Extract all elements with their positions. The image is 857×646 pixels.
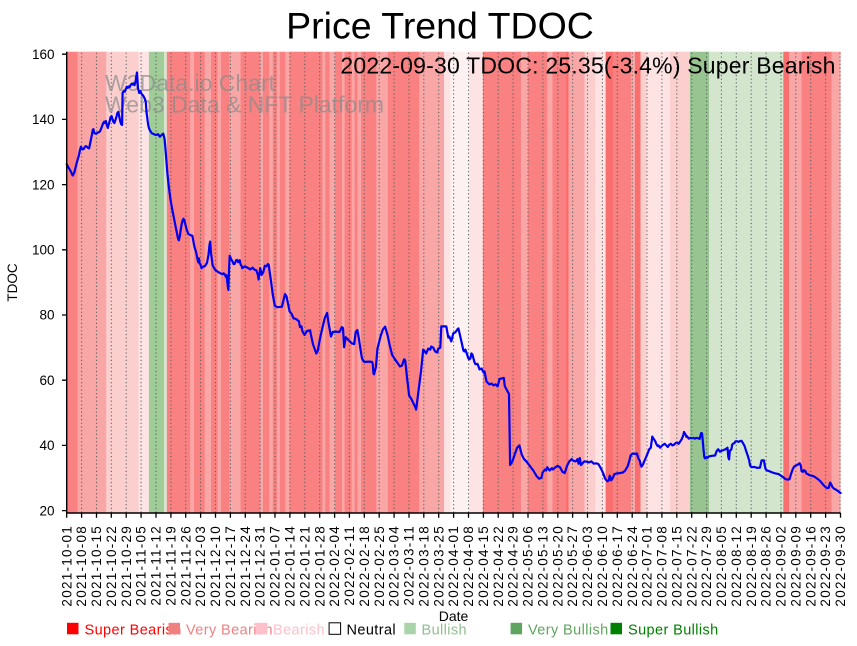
- svg-text:2021-10-15: 2021-10-15: [89, 525, 104, 607]
- svg-text:2022-03-04: 2022-03-04: [387, 525, 402, 607]
- svg-text:Super Bullish: Super Bullish: [628, 623, 719, 639]
- svg-text:2022-06-10: 2022-06-10: [595, 525, 610, 607]
- svg-text:2022-08-19: 2022-08-19: [744, 525, 759, 607]
- svg-text:Neutral: Neutral: [347, 623, 397, 639]
- svg-text:2022-06-03: 2022-06-03: [580, 525, 595, 607]
- svg-text:2022-07-15: 2022-07-15: [669, 525, 684, 607]
- svg-text:2021-10-29: 2021-10-29: [119, 525, 134, 607]
- svg-text:TDOC: TDOC: [5, 263, 20, 301]
- svg-text:2022-05-27: 2022-05-27: [565, 525, 580, 607]
- svg-text:2022-08-26: 2022-08-26: [759, 525, 774, 607]
- svg-text:2021-10-08: 2021-10-08: [74, 525, 89, 607]
- svg-text:2022-02-11: 2022-02-11: [342, 525, 357, 606]
- svg-text:Bearish: Bearish: [273, 623, 325, 639]
- svg-text:2022-04-08: 2022-04-08: [461, 525, 476, 607]
- svg-text:2021-12-17: 2021-12-17: [223, 525, 238, 607]
- svg-text:Bullish: Bullish: [422, 623, 468, 639]
- svg-text:2022-01-28: 2022-01-28: [312, 525, 327, 607]
- svg-text:Web3 Data & NFT Platform: Web3 Data & NFT Platform: [105, 92, 384, 118]
- svg-text:2022-05-13: 2022-05-13: [536, 525, 551, 607]
- svg-text:2022-09-30: 2022-09-30: [833, 525, 848, 607]
- svg-text:80: 80: [39, 308, 54, 323]
- svg-text:2021-10-01: 2021-10-01: [59, 525, 74, 607]
- svg-text:2022-04-29: 2022-04-29: [506, 525, 521, 607]
- svg-text:2022-08-05: 2022-08-05: [714, 525, 729, 607]
- svg-text:2022-09-23: 2022-09-23: [818, 525, 833, 607]
- svg-text:2022-03-18: 2022-03-18: [416, 525, 431, 607]
- svg-text:2022-08-12: 2022-08-12: [729, 525, 744, 607]
- svg-text:2021-11-05: 2021-11-05: [134, 525, 149, 606]
- svg-text:2022-01-07: 2022-01-07: [268, 525, 283, 607]
- svg-text:Date: Date: [439, 608, 469, 624]
- svg-text:2022-04-01: 2022-04-01: [446, 525, 461, 607]
- svg-text:2022-04-15: 2022-04-15: [476, 525, 491, 607]
- svg-text:160: 160: [32, 47, 55, 62]
- svg-text:2022-02-18: 2022-02-18: [357, 525, 372, 607]
- svg-text:120: 120: [32, 177, 55, 192]
- svg-text:2021-12-03: 2021-12-03: [193, 525, 208, 607]
- svg-text:2022-06-17: 2022-06-17: [610, 525, 625, 607]
- svg-text:2022-01-21: 2022-01-21: [297, 525, 312, 607]
- svg-text:2022-05-20: 2022-05-20: [550, 525, 565, 607]
- svg-text:2021-12-10: 2021-12-10: [208, 525, 223, 607]
- svg-text:2022-09-30 TDOC: 25.35(-3.4%): 2022-09-30 TDOC: 25.35(-3.4%) Super Bear…: [340, 53, 835, 79]
- svg-text:140: 140: [32, 112, 55, 127]
- svg-text:Very Bullish: Very Bullish: [528, 623, 609, 639]
- svg-text:2021-12-24: 2021-12-24: [238, 525, 253, 607]
- svg-text:2022-03-11: 2022-03-11: [402, 525, 417, 606]
- svg-text:Price Trend TDOC: Price Trend TDOC: [286, 4, 594, 46]
- svg-text:2022-09-16: 2022-09-16: [803, 525, 818, 607]
- svg-text:2022-07-01: 2022-07-01: [640, 525, 655, 607]
- svg-text:20: 20: [39, 503, 54, 518]
- svg-text:2022-04-22: 2022-04-22: [491, 525, 506, 607]
- svg-text:2022-09-02: 2022-09-02: [774, 525, 789, 607]
- svg-text:2021-11-19: 2021-11-19: [164, 525, 179, 606]
- svg-text:2022-07-08: 2022-07-08: [655, 525, 670, 607]
- svg-text:2022-06-24: 2022-06-24: [625, 525, 640, 607]
- svg-text:2022-07-22: 2022-07-22: [684, 525, 699, 607]
- svg-text:2021-12-31: 2021-12-31: [253, 525, 268, 607]
- svg-text:2022-07-29: 2022-07-29: [699, 525, 714, 607]
- svg-text:2022-05-06: 2022-05-06: [521, 525, 536, 607]
- svg-text:2022-03-25: 2022-03-25: [431, 525, 446, 607]
- svg-text:Super Bearish: Super Bearish: [85, 623, 182, 639]
- svg-text:Very Bearish: Very Bearish: [186, 623, 273, 639]
- svg-text:2022-02-04: 2022-02-04: [327, 525, 342, 607]
- svg-text:2022-01-14: 2022-01-14: [283, 525, 298, 607]
- svg-text:2021-10-22: 2021-10-22: [104, 525, 119, 607]
- svg-text:100: 100: [32, 243, 55, 258]
- svg-text:2021-11-12: 2021-11-12: [149, 525, 164, 606]
- svg-text:2021-11-26: 2021-11-26: [178, 525, 193, 606]
- svg-text:60: 60: [39, 373, 54, 388]
- svg-text:2022-02-25: 2022-02-25: [372, 525, 387, 607]
- svg-text:40: 40: [39, 438, 54, 453]
- svg-text:2022-09-09: 2022-09-09: [788, 525, 803, 607]
